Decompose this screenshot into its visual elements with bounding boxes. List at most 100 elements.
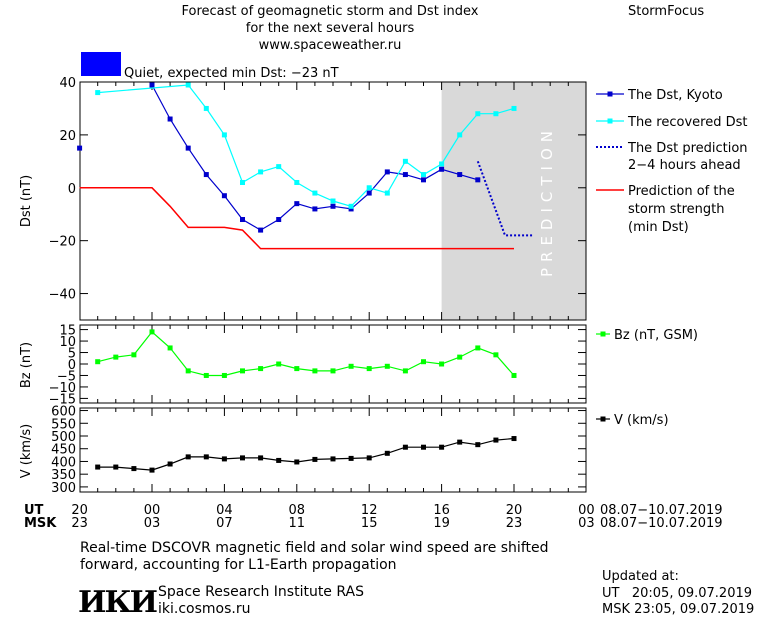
- institute-website[interactable]: iki.cosmos.ru: [158, 601, 251, 617]
- prediction-zone: [441, 82, 586, 320]
- data-point: [185, 145, 191, 151]
- msk-tick-label: 15: [361, 516, 378, 531]
- y-tick-label: 20: [59, 129, 76, 144]
- data-point: [384, 363, 390, 369]
- ut-tick-label: 00: [578, 503, 595, 518]
- data-point: [113, 464, 119, 470]
- data-point: [384, 450, 390, 456]
- updated-msk: MSK 23:05, 09.07.2019: [602, 602, 755, 617]
- data-point: [294, 201, 300, 207]
- series-line: [476, 160, 533, 237]
- brand-name: StormFocus: [628, 4, 705, 19]
- iki-logo: ИКИ: [78, 585, 158, 620]
- ut-tick-label: 20: [506, 503, 523, 518]
- y-tick-label: −20: [49, 235, 76, 250]
- ut-tick-label: 00: [144, 503, 161, 518]
- data-point: [475, 111, 481, 117]
- footer-note-line1: Real-time DSCOVR magnetic field and sola…: [80, 540, 549, 556]
- data-point: [457, 132, 463, 138]
- data-point: [276, 217, 282, 223]
- data-point: [402, 444, 408, 450]
- date-range-ut: 08.07−10.07.2019: [600, 503, 723, 518]
- ut-tick-label: 16: [433, 503, 450, 518]
- msk-label: MSK: [24, 516, 57, 531]
- y-tick-label: −15: [49, 392, 76, 407]
- data-point: [312, 368, 318, 374]
- data-point: [95, 464, 101, 470]
- data-point: [402, 368, 408, 374]
- ut-tick-label: 04: [216, 503, 233, 518]
- data-point: [77, 145, 83, 151]
- data-point: [185, 82, 191, 88]
- msk-tick-label: 03: [144, 516, 161, 531]
- legend-storm-line1: Prediction of the: [628, 184, 735, 199]
- data-point: [511, 105, 517, 111]
- msk-tick-label: 07: [216, 516, 233, 531]
- data-point: [240, 179, 245, 185]
- y-tick-label: −10: [49, 381, 76, 396]
- data-point: [348, 203, 354, 209]
- status-color-swatch: [81, 52, 121, 76]
- data-point: [475, 442, 481, 448]
- data-point: [240, 217, 245, 223]
- data-point: [294, 366, 300, 372]
- series-line: [79, 187, 514, 250]
- data-point: [348, 455, 354, 461]
- data-point: [131, 352, 137, 358]
- ut-tick-label: 12: [361, 503, 378, 518]
- y-tick-label: 15: [59, 324, 76, 339]
- series-line: [97, 437, 515, 471]
- series-line: [97, 331, 515, 377]
- y-tick-label: 350: [51, 468, 76, 483]
- legend-dst-kyoto: The Dst, Kyoto: [628, 88, 723, 103]
- y-tick-label: 450: [51, 443, 76, 458]
- data-point: [221, 372, 227, 378]
- msk-tick-label: 23: [506, 516, 523, 531]
- data-point: [348, 206, 354, 212]
- data-point: [457, 354, 463, 360]
- ut-tick-label: 20: [71, 503, 88, 518]
- legend-marker-kyoto: [607, 91, 613, 97]
- y-tick-label: 600: [51, 405, 76, 420]
- data-point: [421, 359, 426, 365]
- data-point: [149, 329, 155, 335]
- data-point: [439, 361, 445, 367]
- data-point: [439, 161, 445, 167]
- chart-title-url[interactable]: www.spaceweather.ru: [258, 38, 402, 53]
- y-axis-label: Dst (nT): [19, 175, 34, 227]
- data-point: [312, 206, 318, 212]
- date-range-msk: 08.07−10.07.2019: [600, 516, 723, 531]
- chart-title-line1: Forecast of geomagnetic storm and Dst in…: [181, 4, 479, 19]
- y-tick-label: 10: [59, 335, 76, 350]
- data-point: [240, 368, 245, 374]
- chart-title-line2: for the next several hours: [245, 21, 415, 36]
- y-tick-label: −40: [49, 288, 76, 303]
- data-point: [203, 454, 209, 460]
- data-point: [421, 444, 426, 450]
- data-point: [457, 439, 463, 445]
- data-point: [366, 185, 372, 191]
- data-point: [149, 467, 155, 473]
- legend-marker-v: [600, 416, 606, 422]
- legend-storm-line3: (min Dst): [628, 220, 689, 235]
- data-point: [167, 461, 173, 467]
- data-point: [221, 456, 227, 462]
- institute-name: Space Research Institute RAS: [158, 584, 364, 600]
- data-point: [203, 172, 209, 178]
- y-tick-label: −5: [57, 369, 76, 384]
- data-point: [258, 366, 264, 372]
- data-point: [366, 455, 372, 461]
- legend-marker-recovered: [607, 118, 613, 124]
- y-axis-label: Bz (nT): [19, 342, 34, 388]
- data-point: [276, 164, 282, 170]
- data-point: [203, 372, 209, 378]
- prediction-label: PREDICTION: [538, 125, 556, 277]
- data-point: [113, 354, 119, 360]
- data-point: [95, 90, 101, 96]
- data-point: [185, 454, 191, 460]
- data-point: [276, 361, 282, 367]
- y-tick-label: 40: [59, 76, 76, 91]
- y-tick-label: 500: [51, 430, 76, 445]
- data-point: [294, 459, 300, 465]
